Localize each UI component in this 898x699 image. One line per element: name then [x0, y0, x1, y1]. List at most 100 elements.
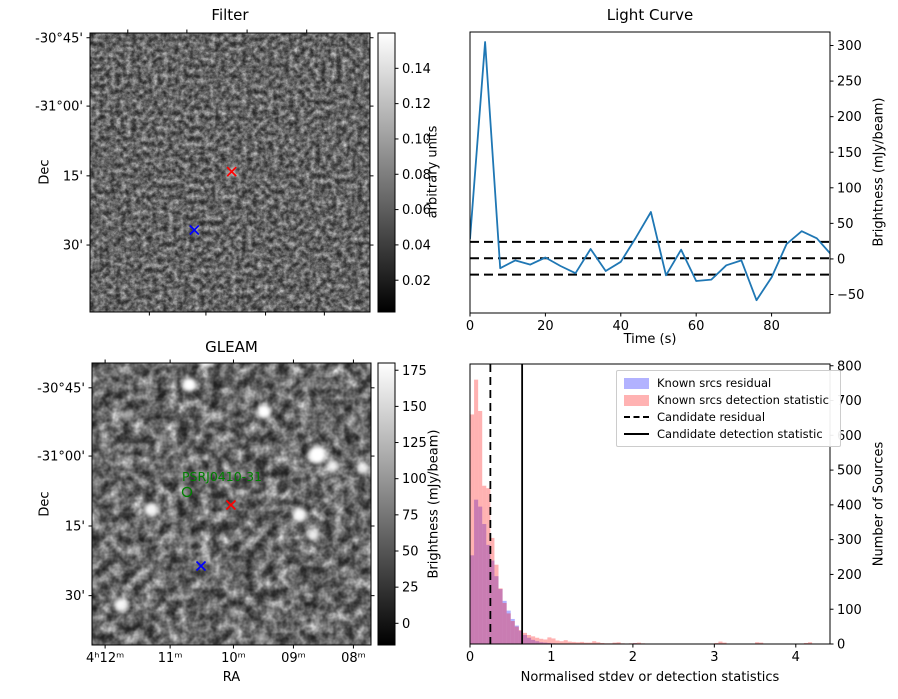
- histogram-spine: [469, 363, 831, 645]
- hist-bar: [490, 537, 495, 644]
- hist-bar: [547, 642, 552, 644]
- tick-label: 100: [837, 181, 862, 196]
- tick-label: 200: [837, 568, 862, 583]
- legend-swatch-known-residual: [624, 377, 649, 389]
- hist-bar: [636, 642, 642, 644]
- tick-label: 11ᵐ: [158, 651, 183, 666]
- hist-bar: [470, 555, 475, 644]
- filter-colorbar-spine: [377, 32, 396, 313]
- hist-bar: [498, 589, 503, 644]
- hist-bar: [474, 499, 479, 644]
- tick-label: 0.04: [402, 238, 431, 253]
- radio-source-blob: [256, 632, 267, 643]
- radio-source-blob: [157, 432, 166, 441]
- radio-source-blob: [347, 415, 356, 424]
- gleam-colorbar-label: Brightness (mJy/beam): [426, 429, 442, 579]
- hist-bar: [535, 637, 540, 644]
- blue-x-marker: [189, 224, 200, 236]
- filter-map-panel: -30°45' -31°00' 15' 30': [35, 29, 374, 316]
- tick-label: 0.10: [402, 132, 431, 147]
- legend-label: Known srcs detection statistic: [657, 393, 829, 407]
- radio-source-blob: [357, 462, 370, 475]
- hist-bar: [518, 630, 523, 644]
- light-curve-content: [470, 41, 830, 302]
- light-curve-spine: [469, 31, 831, 314]
- red-x-marker: [226, 166, 237, 177]
- hist-bar: [571, 641, 576, 644]
- hist-bar: [543, 642, 548, 644]
- tick-label: 0.08: [402, 168, 431, 183]
- hist-bar: [755, 642, 760, 644]
- hist-bar: [478, 410, 483, 644]
- hist-bar: [563, 640, 568, 644]
- hist-bar: [531, 639, 536, 644]
- gleam-colorbar-ticks: 0 25 50 75 100 125 150 175: [395, 364, 427, 632]
- tick-label: 800: [837, 359, 862, 374]
- tick-label: 0: [402, 617, 410, 632]
- hist-bar: [592, 641, 597, 644]
- hist-bar: [514, 626, 519, 644]
- hist-bar: [632, 642, 637, 644]
- tick-label: 0: [466, 650, 474, 665]
- radio-source-blob: [257, 404, 272, 419]
- hist-bar: [478, 506, 483, 644]
- gleam-map-panel: PSRJ0410-31 4ʰ12ᵐ 11ᵐ 10ᵐ 09ᵐ 08ᵐ -30°45' -31°…: [37, 359, 375, 666]
- tick-label: -30°45': [37, 381, 85, 396]
- hist-bar: [527, 637, 532, 644]
- tick-label: 100: [837, 603, 862, 618]
- tick-label: 09ᵐ: [281, 651, 306, 666]
- tick-label: 400: [837, 498, 862, 513]
- hist-bar: [539, 642, 544, 644]
- hist-bar: [612, 642, 617, 644]
- tick-label: 0: [466, 319, 474, 334]
- tick-label: 250: [837, 75, 862, 90]
- tick-label: 0: [837, 638, 845, 653]
- filter-markers: [189, 166, 237, 236]
- hist-bar: [539, 638, 544, 644]
- hist-bar: [535, 641, 540, 644]
- tick-label: 0.12: [402, 97, 431, 112]
- legend-dashed-line-icon: [624, 416, 649, 418]
- legend-swatch-known-detection: [624, 394, 649, 406]
- legend: Known srcs residual Known srcs detection…: [616, 370, 841, 447]
- legend-label: Known srcs residual: [657, 376, 772, 390]
- legend-item-candidate-detection: Candidate detection statistic: [624, 427, 833, 441]
- tick-label: 15': [63, 169, 83, 184]
- tick-label: 100: [402, 472, 427, 487]
- legend-item-known-residual: Known srcs residual: [624, 376, 833, 390]
- radio-source-blob: [227, 607, 236, 616]
- hist-bar: [588, 642, 593, 644]
- blue-x-marker: [195, 560, 207, 572]
- gleam-colorbar: 0 25 50 75 100 125 150 175: [377, 362, 427, 646]
- radio-source-blob: [138, 570, 147, 579]
- filter-colorbar-gradient: [378, 33, 395, 312]
- light-curve-title: Light Curve: [606, 6, 694, 24]
- hist-bar: [718, 641, 723, 644]
- legend-item-known-detection: Known srcs detection statistic: [624, 393, 833, 407]
- num-sources-axis-label: Number of Sources: [871, 441, 887, 567]
- tick-label: 150: [837, 146, 862, 161]
- tick-label: 80: [763, 319, 780, 334]
- tick-label: 15': [65, 520, 85, 535]
- hist-bar: [579, 641, 585, 644]
- radio-source-blob: [199, 363, 213, 368]
- tick-label: 40: [613, 319, 630, 334]
- histogram-bars: [470, 364, 813, 644]
- radio-source-blob: [111, 497, 120, 506]
- hist-bar: [514, 625, 519, 644]
- hist-bar: [616, 642, 621, 644]
- filter-title: Filter: [211, 6, 249, 24]
- hist-bar: [531, 636, 536, 644]
- hist-bar: [543, 639, 548, 644]
- filter-axes-spine: [89, 32, 371, 313]
- gleam-title: GLEAM: [205, 338, 258, 356]
- tick-label: 4: [792, 650, 800, 665]
- candidate-source-label: PSRJ0410-31: [182, 469, 262, 484]
- candidate-circle-marker: [181, 486, 193, 498]
- tick-label: 10ᵐ: [221, 651, 246, 666]
- gleam-axis-ticks: 4ʰ12ᵐ 11ᵐ 10ᵐ 09ᵐ 08ᵐ -30°45' -31°00' 15' 30': [37, 359, 375, 666]
- tick-label: 3: [710, 650, 718, 665]
- hist-bar: [494, 576, 499, 644]
- red-x-marker: [225, 499, 237, 511]
